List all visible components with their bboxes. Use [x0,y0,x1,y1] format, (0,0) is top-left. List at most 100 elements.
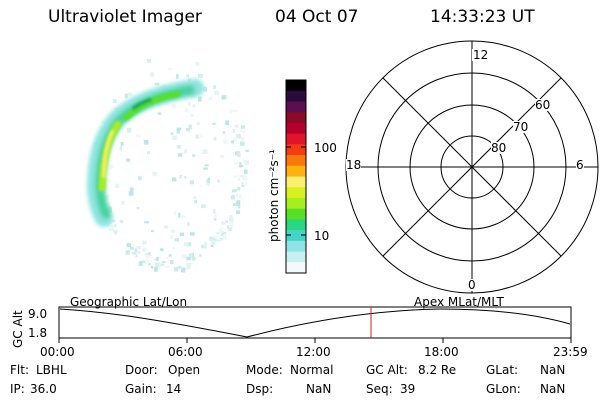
speckle-dot [158,256,162,259]
speckle-dot [119,146,122,151]
speckle-dot [203,243,208,248]
speckle-dot [217,239,223,242]
speckle-dot [166,257,169,260]
track-left-title: Geographic Lat/Lon [70,295,188,309]
speckle-dot [212,122,216,125]
glat-value: NaN [540,363,566,377]
speckle-dot [148,252,151,256]
speckle-dot [199,184,203,188]
speckle-dot [145,259,150,264]
speckle-dot [195,134,200,139]
speckle-dot [154,82,160,86]
speckle-dot [160,263,165,267]
speckle-dot [215,237,220,241]
speckle-dot [140,260,145,263]
speckle-dot [147,151,151,155]
speckle-dot [240,129,246,133]
speckle-dot [222,131,226,134]
track-ytick-min: 1.8 [28,326,48,340]
speckle-dot [192,104,196,108]
speckle-dot [112,219,115,223]
speckle-dot [124,93,128,99]
speckle-dot [101,120,105,123]
speckle-dot [190,232,195,236]
speckle-dot [180,215,186,219]
speckle-dot [186,263,191,267]
auroral-oval-core [98,91,181,192]
speckle-dot [188,102,191,106]
colorbar-box [286,80,306,92]
colorbar-box [286,144,306,156]
speckle-dot [236,200,241,205]
speckle-dot [172,177,177,182]
speckle-dot [229,218,233,222]
speckle-dot [176,127,182,131]
speckle-dot [156,265,162,270]
speckle-dot [245,149,250,153]
speckle-dot [225,220,228,223]
speckle-dot [138,176,142,181]
speckle-dot [119,220,124,223]
speckle-dot [243,160,248,163]
speckle-dot [199,254,202,257]
speckle-dot [178,153,183,157]
speckle-dot [142,240,147,245]
speckle-dot [131,252,137,255]
mode-value: Normal [290,363,334,377]
speckle-dot [170,132,174,135]
speckle-dot [129,187,134,192]
speckle-dot [181,254,187,259]
speckle-dot [201,204,206,209]
speckle-dot [125,250,130,255]
colorbar-box [286,240,306,253]
speckle-dot [214,217,217,221]
speckle-dot [174,267,179,272]
speckle-dot [193,196,197,199]
speckle-dot [174,210,177,215]
speckle-dot [167,68,173,71]
speckle-dot [159,248,164,252]
speckle-dot [232,128,235,133]
ip-value: 36.0 [30,382,57,396]
time-tick-1800: 18:00 [424,345,459,359]
speckle-dot [154,267,158,272]
speckle-dot [176,145,182,149]
speckle-dot [239,162,242,167]
speckle-dot [230,221,234,227]
speckle-dot [185,74,190,78]
speckle-dot [214,90,220,96]
speckle-dot [234,124,239,128]
speckle-dot [206,182,210,186]
seq-label: Seq: [366,382,393,396]
speckle-dot [147,59,152,63]
speckle-dot [203,86,207,92]
speckle-dot [213,136,217,141]
speckle-dot [109,164,114,169]
speckle-dot [235,193,239,198]
lat-label-70: 70 [513,120,529,134]
speckle-dot [223,139,228,144]
colorbar-box [286,155,306,167]
speckle-dot [144,221,149,224]
speckle-dot [120,142,124,146]
dsp-value: NaN [306,382,332,396]
speckle-dot [188,253,193,257]
speckle-dot [172,246,176,249]
speckle-dot [237,203,241,209]
speckle-dot [228,215,233,220]
speckle-dot [114,224,117,228]
speckle-dot [242,182,248,186]
speckle-dot [231,189,237,192]
speckle-dot [181,267,186,273]
speckle-dot [213,235,219,239]
speckle-dot [213,85,216,89]
speckle-dot [192,154,196,157]
speckle-dot [231,140,235,144]
lat-label-60: 60 [535,98,551,112]
door-value: Open [168,363,201,377]
glon-label: GLon: [486,382,521,396]
speckle-dot [221,221,226,225]
speckle-dot [172,103,177,109]
